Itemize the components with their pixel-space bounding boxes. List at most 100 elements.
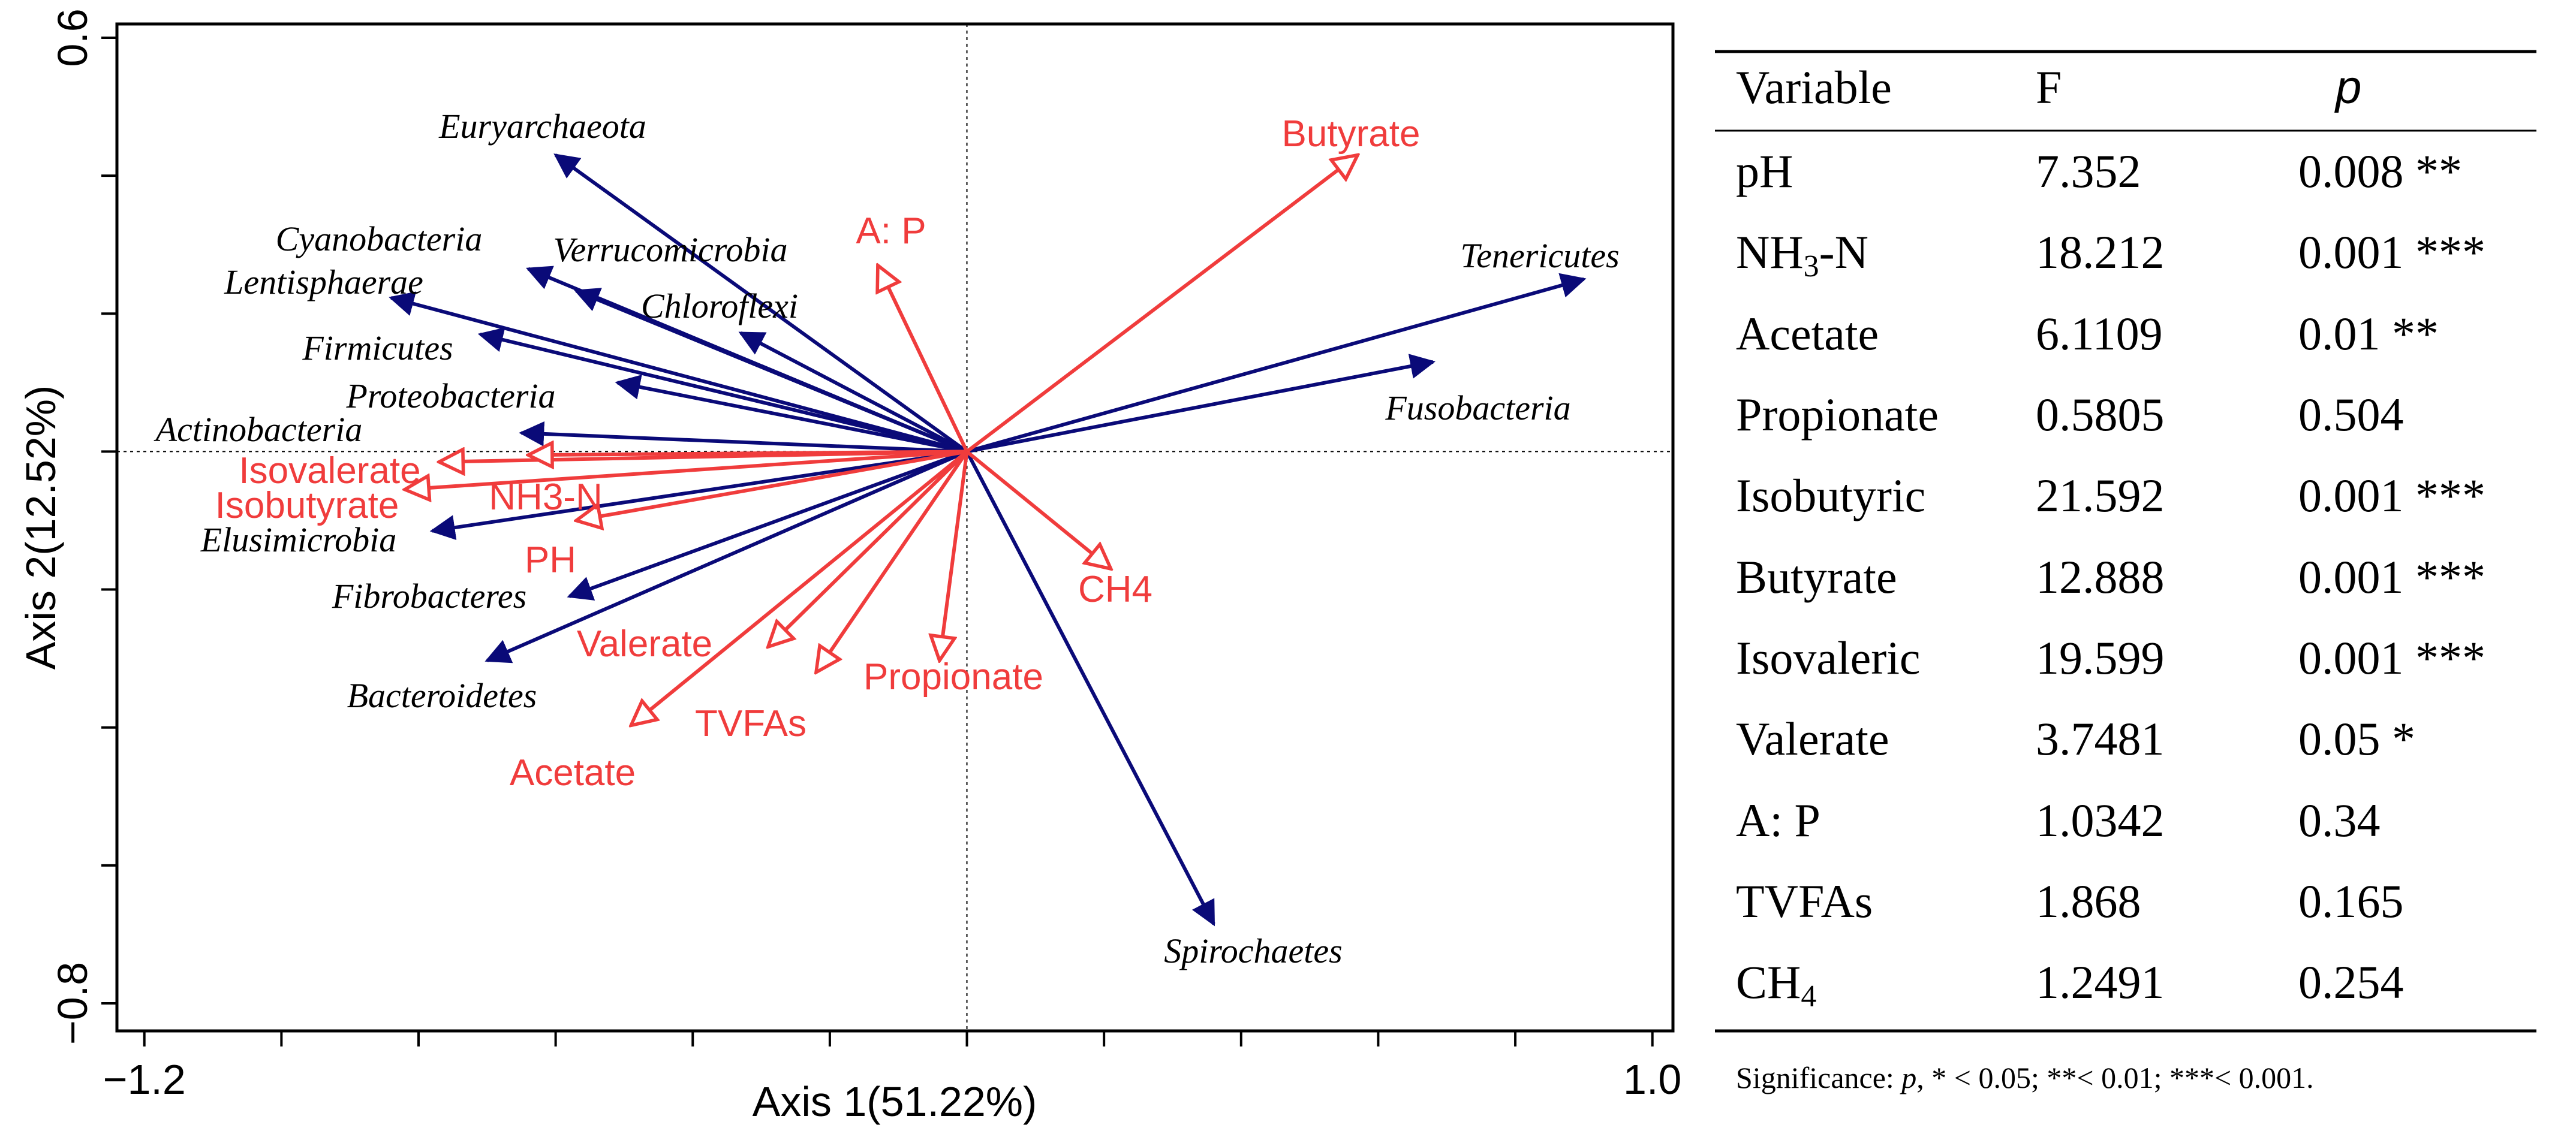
label-tenericutes: Tenericutes <box>1460 236 1619 275</box>
env-arrows <box>405 155 1358 726</box>
arrow-tenericutes <box>966 273 1587 454</box>
row-variable: Butyrate <box>1736 551 1897 603</box>
y-tick-label-min: −0.8 <box>49 962 96 1045</box>
arrow-lentisphaerae <box>389 291 968 454</box>
table-row: Propionate 0.5805 0.504 <box>1736 388 2404 441</box>
label-isovalerate: Isovalerate <box>239 450 420 491</box>
table-row: TVFAs 1.868 0.165 <box>1736 875 2404 927</box>
arrow-ch4 <box>965 450 1111 569</box>
row-variable: NH3-N <box>1736 226 1868 284</box>
row-variable-tail: -N <box>1819 226 1868 278</box>
label-nh3-n: NH3-N <box>489 476 602 518</box>
label-a-p: A: P <box>856 210 926 252</box>
x-tick-label-min: −1.2 <box>103 1056 186 1103</box>
arrow-propionate <box>940 451 969 661</box>
arrow-bacteroidetes <box>484 450 968 663</box>
label-chloroflexi: Chloroflexi <box>641 286 798 325</box>
row-f: 6.1109 <box>2036 307 2163 360</box>
row-variable-main: CH <box>1736 956 1801 1008</box>
label-spirochaetes: Spirochaetes <box>1164 931 1342 970</box>
label-actinobacteria: Actinobacteria <box>154 410 363 449</box>
row-f: 21.592 <box>2036 469 2165 521</box>
x-axis-ticks <box>143 1031 1654 1046</box>
arrow-euryarchaeota <box>553 153 968 453</box>
row-f: 0.5805 <box>2036 388 2165 441</box>
arrow-ph <box>528 451 967 455</box>
row-p: 0.008 ** <box>2298 145 2462 197</box>
table-row: pH 7.352 0.008 ** <box>1736 145 2462 197</box>
row-variable: Isobutyric <box>1736 469 1925 521</box>
header-variable: Variable <box>1736 61 1892 113</box>
row-p: 0.34 <box>2298 794 2381 846</box>
label-propionate: Propionate <box>863 656 1043 698</box>
header-p: p <box>2334 61 2361 113</box>
row-f: 12.888 <box>2036 551 2165 603</box>
row-variable: Isovaleric <box>1736 632 1921 684</box>
row-p: 0.001 *** <box>2298 551 2485 603</box>
row-variable: A: P <box>1736 794 1820 846</box>
x-axis-title: Axis 1(51.22%) <box>753 1078 1037 1125</box>
row-p: 0.001 *** <box>2298 632 2485 684</box>
row-f: 1.0342 <box>2036 794 2165 846</box>
table-row: Acetate 6.1109 0.01 ** <box>1736 307 2439 360</box>
row-p: 0.001 *** <box>2298 226 2485 278</box>
row-p: 0.01 ** <box>2298 307 2439 360</box>
row-f: 19.599 <box>2036 632 2165 684</box>
label-ph: PH <box>525 539 576 581</box>
row-p: 0.001 *** <box>2298 469 2485 521</box>
row-f: 1.2491 <box>2036 956 2165 1008</box>
header-f: F <box>2036 61 2062 113</box>
label-valerate: Valerate <box>577 623 712 665</box>
arrow-elusimicrobia <box>429 450 967 540</box>
label-bacteroidetes: Bacteroidetes <box>347 676 537 715</box>
arrow-valerate <box>768 450 968 647</box>
label-firmicutes: Firmicutes <box>302 328 453 367</box>
label-verrucomicrobia: Verrucomicrobia <box>553 230 788 269</box>
taxa-arrows <box>389 153 1587 927</box>
arrow-isobutyrate <box>405 450 967 489</box>
arrow-verrucomicrobia <box>574 288 968 454</box>
table-row: NH3-N 18.212 0.001 *** <box>1736 226 2485 284</box>
footnote-p-symbol: p <box>1900 1061 1916 1094</box>
label-butyrate: Butyrate <box>1282 113 1421 155</box>
taxa-labels: Euryarchaeota Cyanobacteria Verrucomicro… <box>154 107 1620 970</box>
env-labels: Butyrate A: P Isovalerate Isobutyrate NH… <box>215 113 1421 794</box>
table-row: Butyrate 12.888 0.001 *** <box>1736 551 2485 603</box>
arrow-nh3-n <box>576 450 968 520</box>
y-axis-ticks <box>101 37 117 1005</box>
row-variable: TVFAs <box>1736 875 1873 927</box>
arrow-tvfas <box>816 450 969 672</box>
label-fibrobacteres: Fibrobacteres <box>332 577 526 616</box>
row-variable: CH4 <box>1736 956 1816 1014</box>
row-f: 18.212 <box>2036 226 2165 278</box>
row-p: 0.165 <box>2298 875 2404 927</box>
table-row: Valerate 3.7481 0.05 * <box>1736 713 2415 765</box>
label-fusobacteria: Fusobacteria <box>1385 388 1570 427</box>
label-euryarchaeota: Euryarchaeota <box>438 107 646 146</box>
label-isobutyrate: Isobutyrate <box>215 485 399 526</box>
row-variable-subscript: 3 <box>1804 249 1819 284</box>
arrow-firmicutes <box>477 327 968 454</box>
label-ch4: CH4 <box>1078 569 1152 610</box>
stats-table: Variable F p pH 7.352 0.008 ** NH3-N 18.… <box>1715 50 2536 1094</box>
row-variable: Valerate <box>1736 713 1889 765</box>
significance-footnote: Significance: p, * < 0.05; **< 0.01; ***… <box>1736 1061 2314 1094</box>
row-p: 0.05 * <box>2298 713 2415 765</box>
table-row: A: P 1.0342 0.34 <box>1736 794 2381 846</box>
label-elusimicrobia: Elusimicrobia <box>200 520 397 559</box>
row-variable: pH <box>1736 145 1793 197</box>
label-tvfas: TVFAs <box>695 703 806 744</box>
row-variable-main: NH <box>1736 226 1804 278</box>
arrow-chloroflexi <box>738 331 968 454</box>
arrow-butyrate <box>965 155 1358 453</box>
footnote-rest: , * < 0.05; **< 0.01; ***< 0.001. <box>1916 1061 2313 1094</box>
y-axis-title: Axis 2(12.52%) <box>17 385 64 670</box>
row-f: 1.868 <box>2036 875 2141 927</box>
arrow-proteobacteria <box>615 375 968 454</box>
arrow-a-p <box>878 266 969 453</box>
label-proteobacteria: Proteobacteria <box>346 376 556 415</box>
row-f: 3.7481 <box>2036 713 2165 765</box>
arrow-acetate <box>631 450 968 725</box>
table-row: CH4 1.2491 0.254 <box>1736 956 2404 1014</box>
